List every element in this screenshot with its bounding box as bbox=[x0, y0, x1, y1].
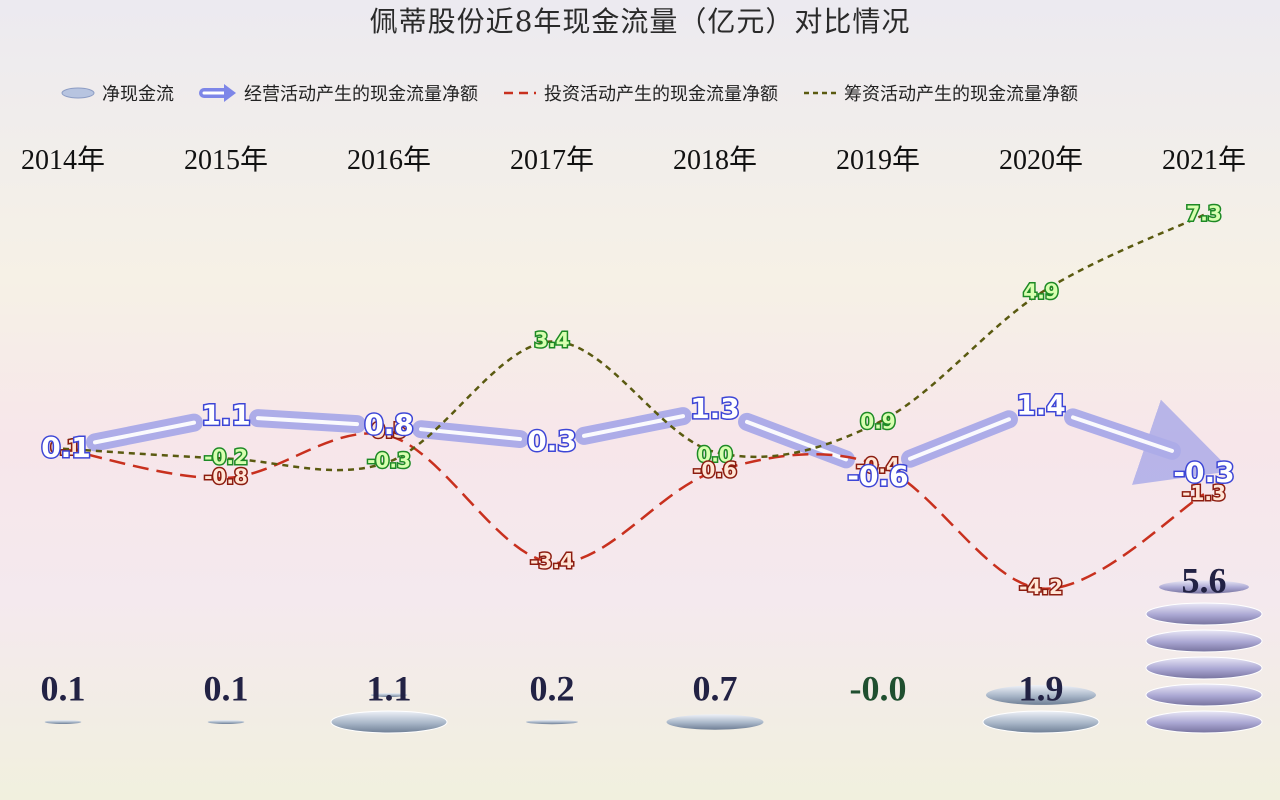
operating-segment bbox=[901, 410, 1018, 468]
legend-item-financing: 筹资活动产生的现金流量净额 bbox=[802, 80, 1078, 106]
net-cash-bar bbox=[1145, 580, 1263, 734]
legend-label: 投资活动产生的现金流量净额 bbox=[544, 84, 778, 105]
financing-data-label: 3.4 bbox=[534, 328, 569, 352]
operating-segment bbox=[86, 413, 203, 452]
legend-item-net-cash: 净现金流 bbox=[60, 80, 174, 106]
operating-data-label: 1.1 bbox=[201, 398, 251, 431]
x-tick-label: 2017年 bbox=[509, 145, 594, 176]
financing-data-label: 0.1 bbox=[45, 435, 80, 459]
legend-label: 筹资活动产生的现金流量净额 bbox=[844, 84, 1078, 105]
financing-data-label: 4.9 bbox=[1023, 279, 1058, 303]
operating-segment bbox=[249, 409, 366, 434]
operating-data-label: 1.4 bbox=[1016, 389, 1066, 422]
operating-data-label: 1.3 bbox=[690, 392, 740, 425]
financing-data-label: 0.0 bbox=[697, 443, 732, 467]
x-tick-label: 2020年 bbox=[998, 145, 1083, 176]
legend: 净现金流 经营活动产生的现金流量净额 投资活动产生的现金流量净额 筹资活动产生的… bbox=[60, 78, 1102, 108]
investing-data-label: 0.1 bbox=[45, 435, 80, 459]
chart-title: 佩蒂股份近8年现金流量（亿元）对比情况 bbox=[369, 5, 911, 38]
net-cash-bar bbox=[44, 720, 82, 724]
x-tick-label: 2019年 bbox=[835, 145, 920, 176]
x-tick-label: 2021年 bbox=[1161, 145, 1246, 176]
x-tick-label: 2015年 bbox=[183, 145, 268, 176]
net-cash-bar bbox=[666, 714, 764, 730]
net-cash-data-label: 5.6 bbox=[1182, 560, 1227, 600]
financing-series-line bbox=[62, 213, 1205, 472]
net-cash-legend-icon bbox=[61, 87, 95, 99]
investing-data-label: -1.3 bbox=[1182, 481, 1226, 505]
net-cash-bar bbox=[207, 720, 245, 724]
net-cash-data-label: 0.1 bbox=[204, 668, 249, 708]
investing-data-label: -0.4 bbox=[856, 454, 900, 478]
net-cash-bar bbox=[526, 719, 578, 725]
x-tick-label: 2016年 bbox=[346, 145, 431, 176]
operating-data-label: 0.3 bbox=[527, 424, 577, 457]
investing-series-line bbox=[62, 432, 1205, 590]
financing-data-label: 0.9 bbox=[860, 409, 895, 433]
operating-data-label: -0.3 bbox=[1173, 456, 1234, 489]
operating-data-label: 0.8 bbox=[364, 408, 414, 441]
arrow-icon bbox=[199, 84, 236, 102]
investing-data-label: -4.2 bbox=[1019, 575, 1063, 599]
operating-data-label: 0.1 bbox=[41, 431, 91, 464]
operating-segment bbox=[738, 412, 855, 469]
financing-data-label: -0.3 bbox=[367, 448, 411, 472]
net-cash-bar bbox=[330, 693, 448, 734]
net-cash-bar bbox=[982, 685, 1100, 734]
dashed-line-icon bbox=[504, 91, 536, 95]
investing-data-label: -0.6 bbox=[693, 458, 737, 482]
net-cash-data-label: 0.1 bbox=[41, 668, 86, 708]
net-cash-data-label: -0.0 bbox=[850, 668, 907, 708]
net-cash-data-label: 1.9 bbox=[1019, 668, 1064, 708]
operating-segment bbox=[412, 420, 529, 449]
investing-data-label: -3.4 bbox=[530, 549, 574, 573]
legend-label: 净现金流 bbox=[102, 84, 174, 105]
legend-item-operating: 经营活动产生的现金流量净额 bbox=[198, 80, 478, 106]
financing-data-label: 7.3 bbox=[1186, 201, 1221, 225]
net-cash-data-label: 1.1 bbox=[367, 668, 412, 708]
investing-data-label: -0.8 bbox=[204, 465, 248, 489]
operating-segment bbox=[1064, 399, 1232, 485]
x-tick-label: 2018年 bbox=[672, 145, 757, 176]
x-tick-label: 2014年 bbox=[20, 145, 105, 176]
financing-data-label: -0.2 bbox=[204, 445, 248, 469]
operating-segment bbox=[575, 407, 692, 445]
net-cash-data-label: 0.7 bbox=[693, 668, 738, 708]
operating-data-label: -0.6 bbox=[847, 460, 908, 493]
investing-data-label: 0.5 bbox=[371, 418, 406, 442]
legend-item-investing: 投资活动产生的现金流量净额 bbox=[502, 80, 778, 106]
legend-label: 经营活动产生的现金流量净额 bbox=[244, 84, 478, 105]
net-cash-data-label: 0.2 bbox=[530, 668, 575, 708]
